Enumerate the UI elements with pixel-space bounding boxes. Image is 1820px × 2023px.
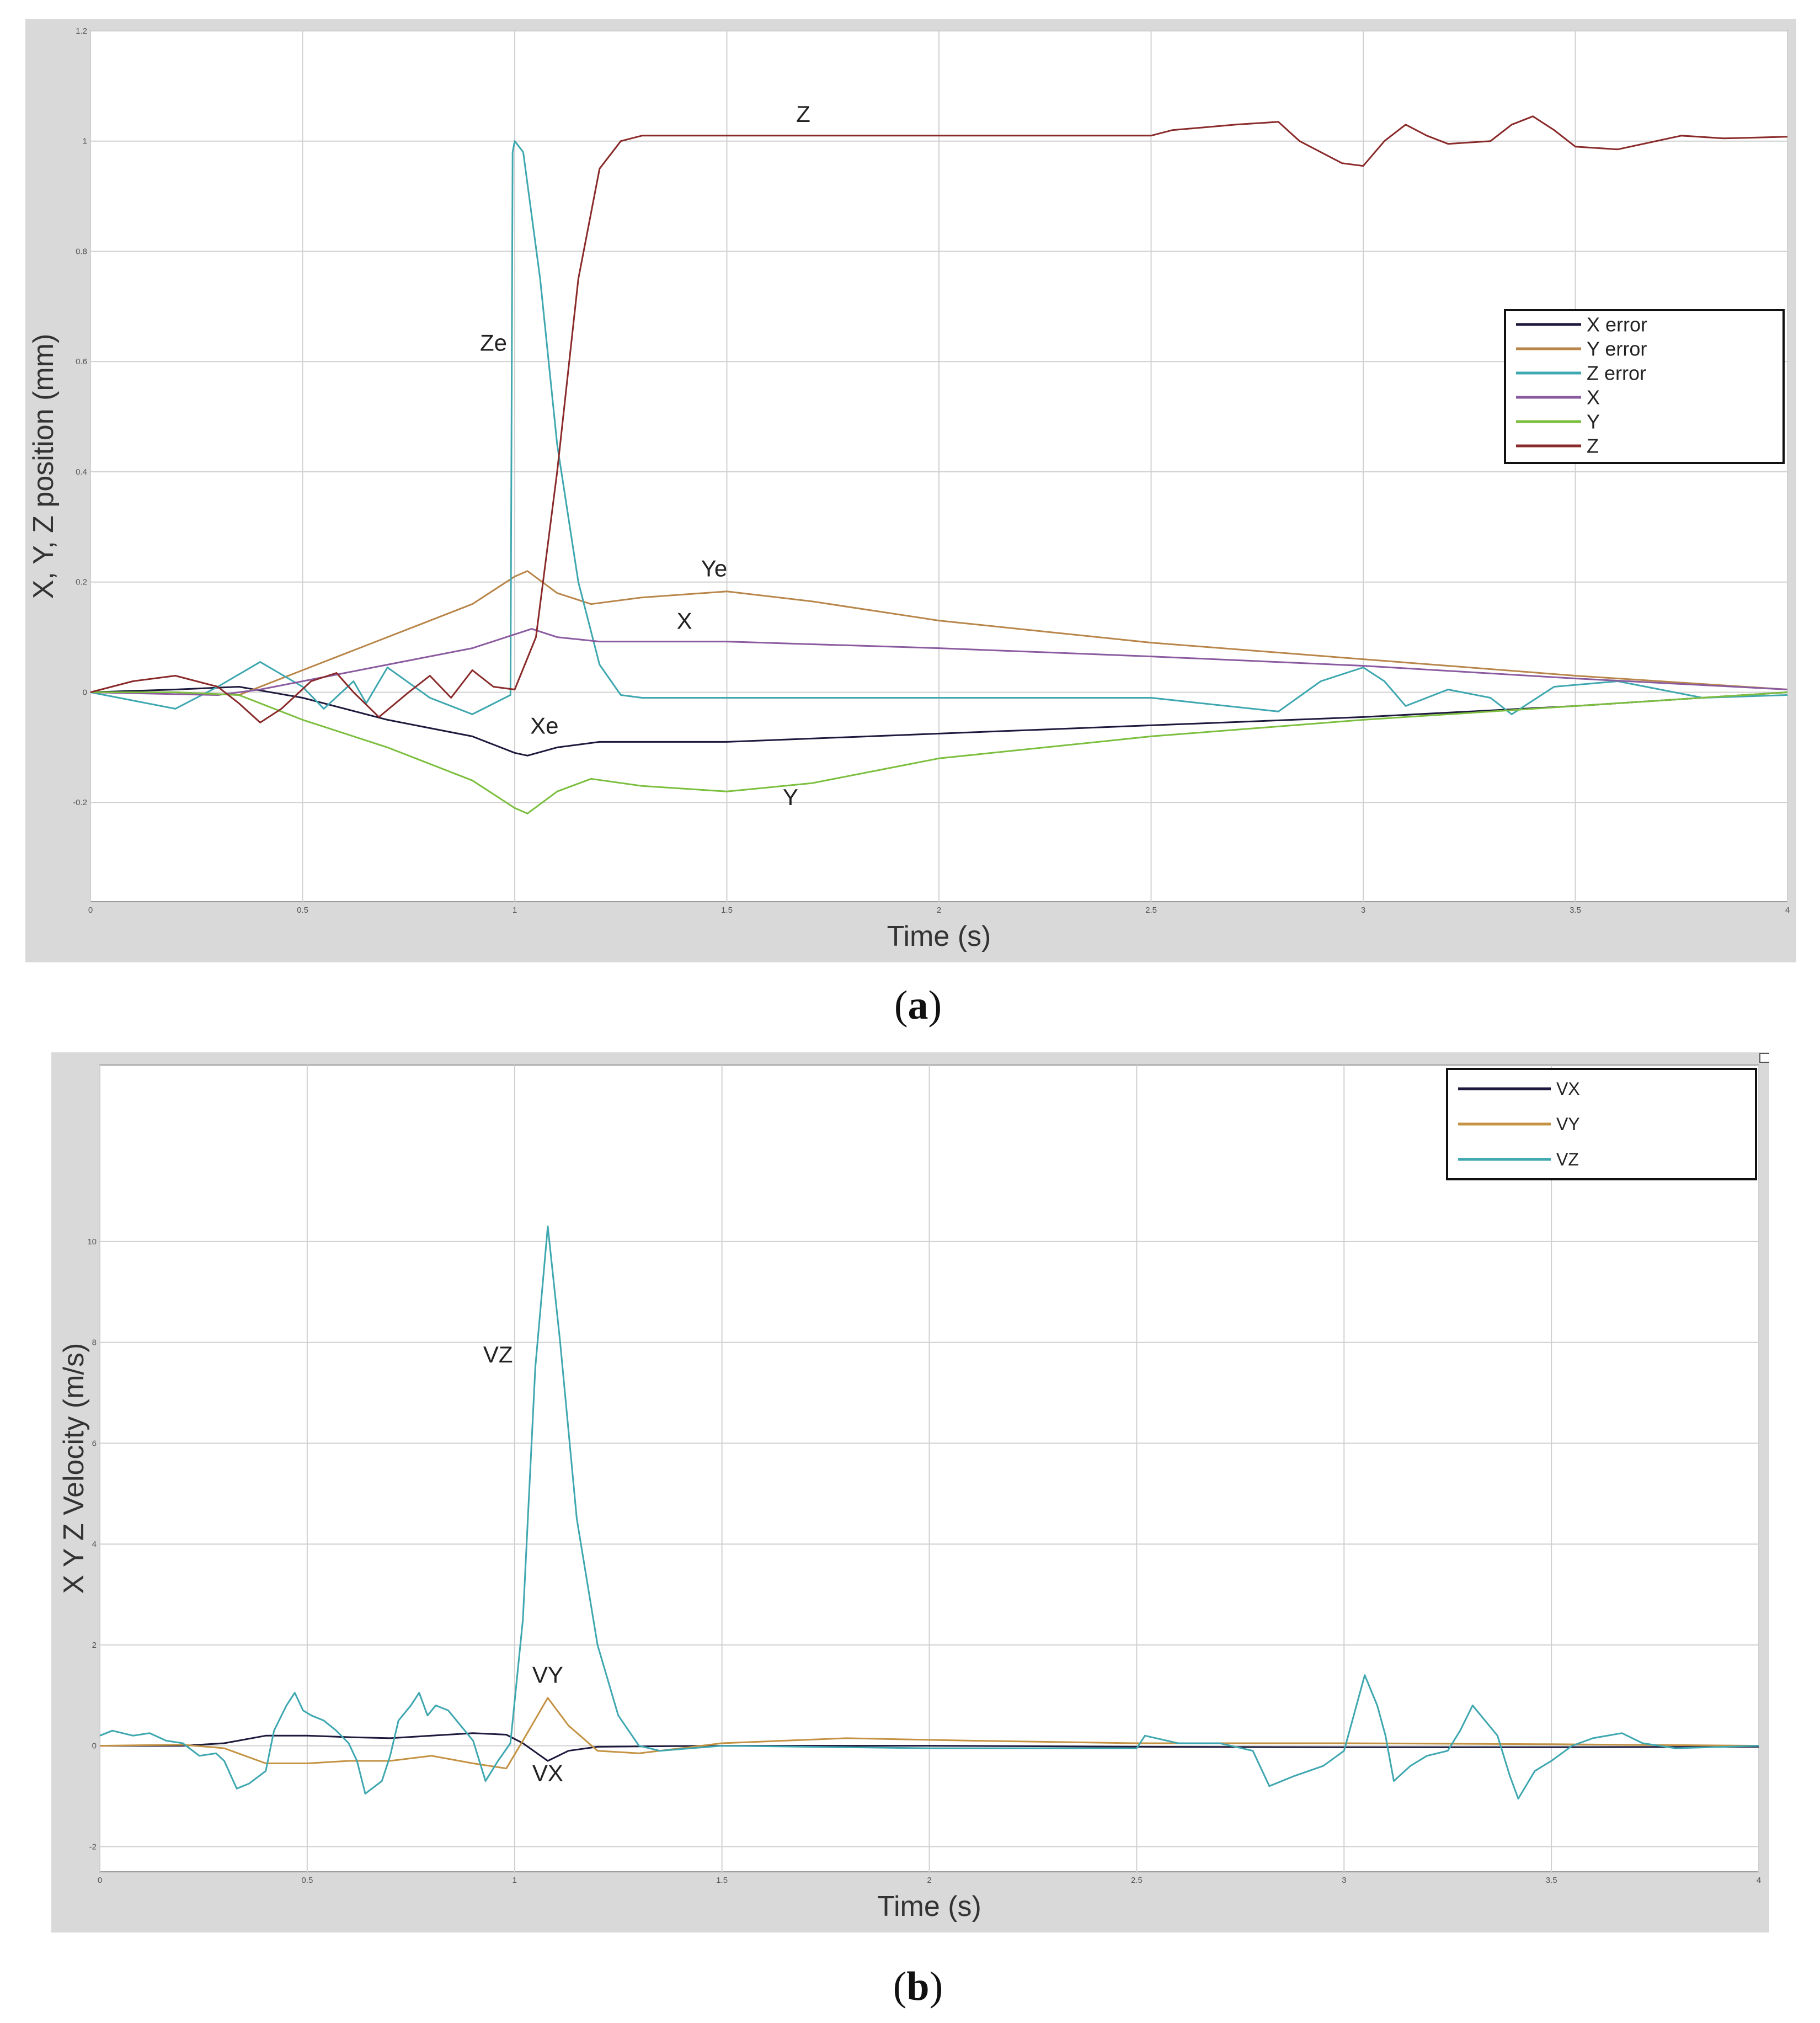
y-tick-label: 6 — [92, 1439, 97, 1448]
annotation-xe: Xe — [530, 712, 558, 738]
y-axis-label: X Y Z Velocity (m/s) — [58, 1343, 90, 1594]
x-tick-label: 1 — [513, 906, 517, 915]
y-tick-label: 0.8 — [76, 247, 87, 256]
x-tick-label: 3.5 — [1570, 906, 1581, 915]
y-tick-label: 0.2 — [76, 578, 87, 587]
y-tick-label: 0.6 — [76, 357, 87, 366]
series-line-vy — [99, 1697, 1759, 1770]
caption-b-letter: b — [906, 1964, 930, 2009]
x-tick-label: 1.5 — [716, 1876, 728, 1885]
y-tick-label: 0 — [83, 688, 87, 697]
series-line-x — [90, 628, 1788, 696]
annotation-ye: Ye — [701, 556, 728, 582]
y-tick-label: 10 — [87, 1237, 97, 1247]
x-tick-label: 3 — [1342, 1876, 1346, 1885]
y-tick-label: 4 — [92, 1540, 97, 1549]
x-tick-label: 2 — [937, 906, 941, 915]
annotation-ze: Ze — [480, 329, 507, 355]
legend-box — [1504, 309, 1785, 464]
annotation-x: X — [677, 608, 692, 634]
x-tick-label: 2 — [927, 1876, 931, 1885]
legend-label-vx: VX — [1556, 1079, 1580, 1099]
series-line-y — [90, 691, 1788, 814]
y-tick-label: -0.2 — [73, 798, 87, 807]
y-tick-label: 1 — [83, 137, 87, 146]
legend-label-y: Y — [1587, 411, 1600, 433]
x-axis-label: Time (s) — [887, 920, 991, 952]
annotation-z: Z — [796, 101, 810, 127]
restore-button — [1759, 1053, 1769, 1063]
x-tick-label: 3.5 — [1546, 1876, 1557, 1885]
x-tick-label: 4 — [1785, 906, 1790, 915]
series-line-z — [90, 115, 1788, 723]
x-tick-label: 3 — [1361, 906, 1365, 915]
y-tick-label: 0 — [92, 1742, 97, 1751]
caption-b: (b) — [893, 1964, 943, 2009]
y-tick-label: 0.4 — [76, 467, 87, 477]
y-tick-label: 2 — [92, 1641, 97, 1650]
x-tick-label: 0.5 — [301, 1876, 313, 1885]
chart-panel-a: 0 0.5 1 1.5 2 2.5 3 3.5 4 -0.2 0 0.2 0.4 0.6 0.8 1 1.2 Ti… — [25, 19, 1796, 962]
y-axis-label: X, Y, Z position (mm) — [28, 334, 60, 599]
legend-label-y-error: Y error — [1587, 338, 1647, 360]
y-tick-label: 1.2 — [76, 26, 87, 36]
annotation-y: Y — [783, 784, 798, 810]
legend-label-z: Z — [1587, 435, 1599, 457]
x-tick-label: 2.5 — [1145, 906, 1157, 915]
x-tick-label: 1.5 — [721, 906, 733, 915]
series-group — [99, 1225, 1759, 1800]
x-tick-label: 4 — [1757, 1876, 1761, 1885]
annotation-vz: VZ — [483, 1341, 513, 1367]
annotation-vy: VY — [532, 1662, 563, 1687]
caption-a-letter: a — [908, 983, 928, 1028]
x-tick-label: 1 — [513, 1876, 517, 1885]
legend-label-vy: VY — [1556, 1114, 1580, 1134]
x-tick-label: 0 — [98, 1876, 102, 1885]
legend-label-vz: VZ — [1556, 1149, 1579, 1169]
series-group — [90, 115, 1788, 814]
y-tick-label: 8 — [92, 1338, 97, 1348]
legend-label-z-error: Z error — [1587, 362, 1646, 385]
y-tick-label: -2 — [89, 1842, 97, 1851]
series-line-vz — [99, 1225, 1759, 1800]
series-line-x-error — [90, 686, 1788, 757]
x-axis-label: Time (s) — [877, 1891, 981, 1923]
caption-a: (a) — [894, 983, 942, 1028]
position-chart: 0 0.5 1 1.5 2 2.5 3 3.5 4 -0.2 0 0.2 0.4 0.6 0.8 1 1.2 Ti… — [28, 26, 1790, 952]
x-tick-label: 2.5 — [1131, 1876, 1143, 1885]
x-tick-label: 0 — [88, 906, 93, 915]
series-line-y-error — [90, 570, 1788, 696]
velocity-chart: 0 0.5 1 1.5 2 2.5 3 3.5 4 -2 0 2 4 6 8 10 Time (s) X Y Z … — [58, 1053, 1769, 1923]
legend-label-x-error: X error — [1587, 313, 1647, 336]
chart-panel-b: 0 0.5 1 1.5 2 2.5 3 3.5 4 -2 0 2 4 6 8 10 Time (s) X Y Z … — [51, 1052, 1769, 1933]
annotation-vx: VX — [532, 1760, 563, 1786]
x-tick-label: 0.5 — [297, 906, 308, 915]
legend-label-x: X — [1587, 386, 1600, 409]
